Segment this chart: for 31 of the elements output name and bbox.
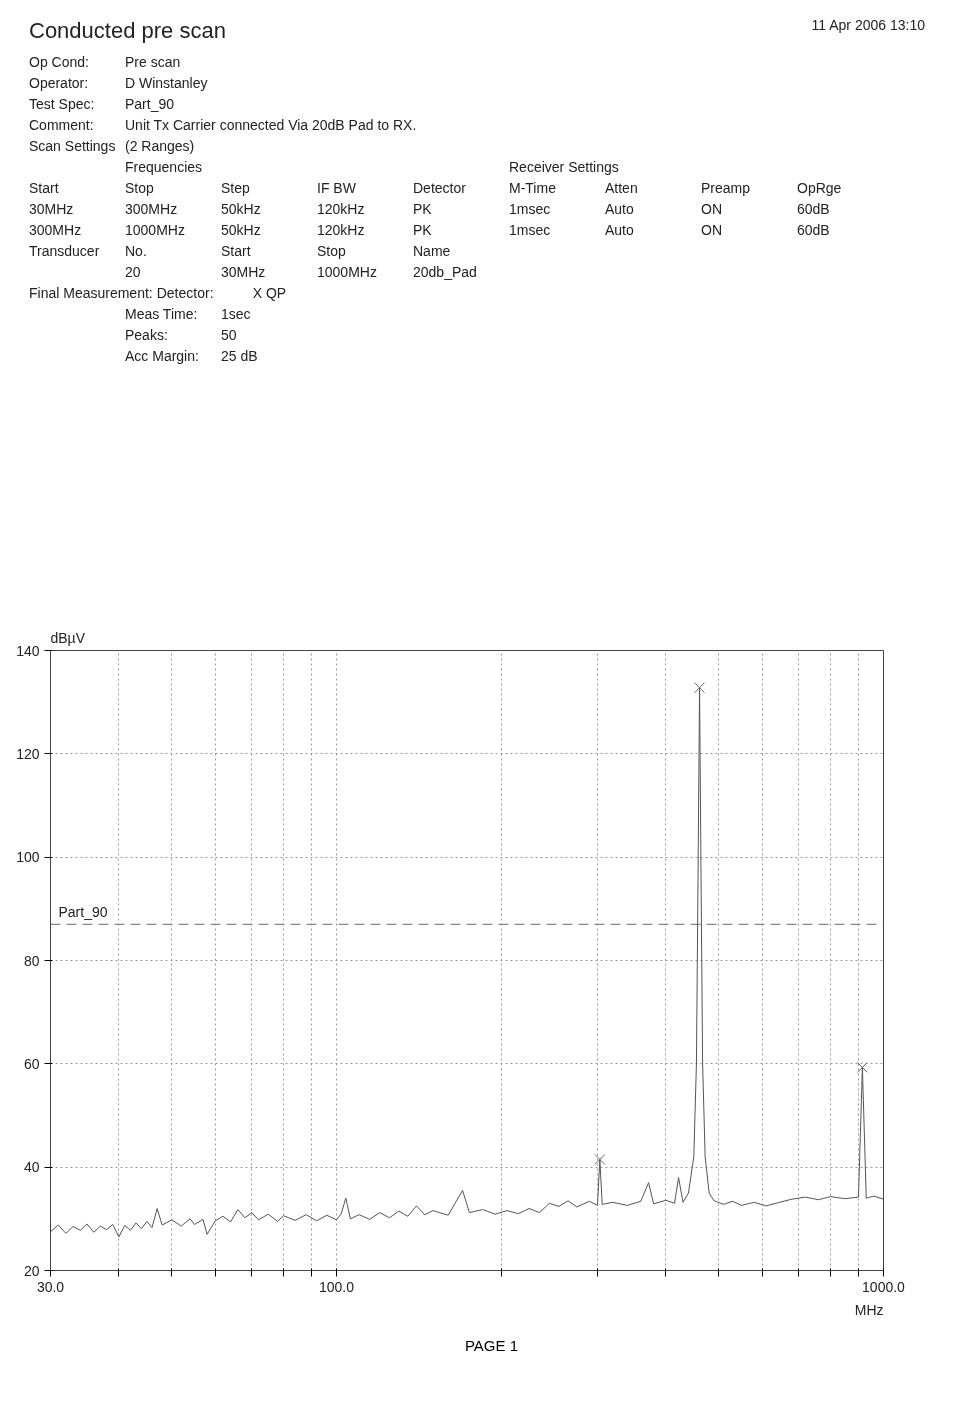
text: Test Spec: Part_90 bbox=[29, 96, 175, 113]
ref-line-label: Part_90 bbox=[58, 904, 108, 921]
text: Meas Time: 1sec bbox=[125, 306, 251, 323]
y-tick-label: 120 bbox=[16, 745, 40, 762]
text: 20 30MHz 1000MHz 20db_Pad bbox=[125, 264, 477, 281]
text: PAGE 1 bbox=[463, 1336, 520, 1356]
y-tick-label: 60 bbox=[23, 1055, 40, 1072]
text: Final Measurement: Detector: X QP bbox=[29, 285, 287, 302]
text: Transducer No. Start Stop Name bbox=[29, 243, 451, 260]
y-tick-label: 140 bbox=[16, 642, 40, 659]
text: Peaks: 50 bbox=[125, 327, 237, 344]
text: Frequencies Receiver Settings bbox=[125, 159, 619, 176]
x-tick-label: 1000.0 bbox=[862, 1278, 906, 1295]
x-axis-title: MHz bbox=[854, 1301, 884, 1318]
x-tick-label: 100.0 bbox=[318, 1278, 355, 1295]
text: Scan Settings (2 Ranges) bbox=[29, 137, 196, 157]
text: Acc Margin: 25 dB bbox=[125, 348, 258, 365]
text: 11 Apr 2006 13:10 bbox=[811, 16, 925, 35]
text: Comment: Unit Tx Carrier connected Via 20dB Pad to RX. bbox=[29, 117, 417, 134]
y-tick-label: 100 bbox=[16, 849, 40, 866]
chart-title: Conducted pre scan bbox=[29, 18, 226, 43]
text: Start Stop Step IF BW Detector M-Time Atten Preamp OpRge bbox=[29, 180, 842, 197]
y-tick-label: 40 bbox=[23, 1159, 40, 1176]
y-tick-label: 80 bbox=[23, 952, 40, 969]
text: Op Cond: Pre scan bbox=[29, 54, 181, 71]
text: 30MHz 300MHz 50kHz 120kHz PK 1msec Auto ON 60dB bbox=[29, 201, 830, 218]
text: 300MHz 1000MHz 50kHz 120kHz PK 1msec Auto ON 60dB bbox=[29, 222, 830, 239]
y-tick-label: 20 bbox=[23, 1262, 40, 1279]
x-tick-label: 30.0 bbox=[36, 1278, 65, 1295]
y-axis-title: dBµV bbox=[50, 629, 86, 646]
text: Operator: D Winstanley bbox=[29, 75, 208, 92]
